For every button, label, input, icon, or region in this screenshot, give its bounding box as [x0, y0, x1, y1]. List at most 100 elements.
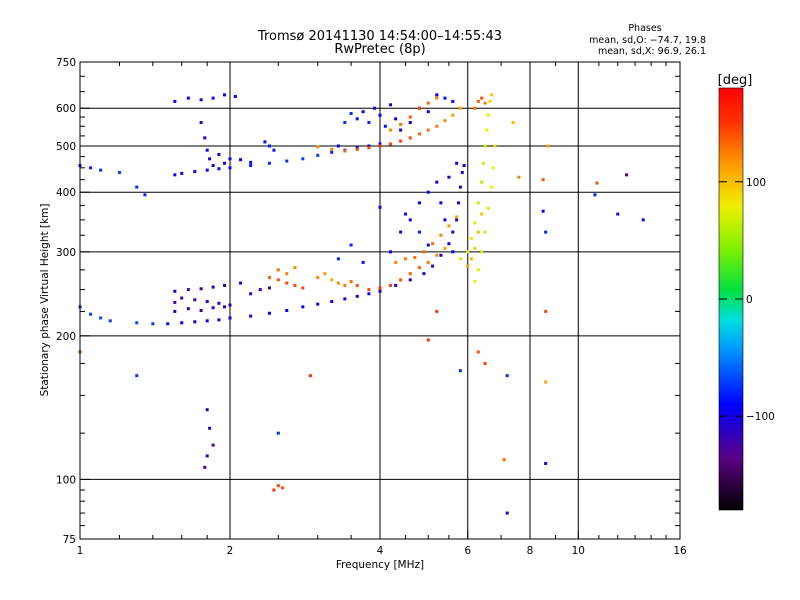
- data-point: [117, 170, 121, 174]
- data-point: [173, 309, 177, 313]
- data-point: [267, 161, 271, 165]
- data-point: [394, 283, 398, 287]
- data-point: [399, 230, 403, 234]
- data-point: [99, 316, 103, 320]
- data-point: [473, 279, 477, 283]
- x-tick-label: 10: [572, 545, 585, 557]
- colorbar-tick-label: 100: [746, 177, 766, 189]
- data-point: [272, 148, 276, 152]
- data-point: [217, 301, 221, 305]
- data-point: [276, 431, 280, 435]
- data-point: [486, 113, 490, 117]
- data-point: [336, 257, 340, 261]
- data-point: [451, 99, 455, 103]
- data-point: [308, 374, 312, 378]
- data-point: [399, 128, 403, 132]
- data-point: [417, 106, 421, 110]
- data-point: [383, 124, 387, 128]
- data-point: [293, 283, 297, 287]
- data-point: [625, 173, 629, 177]
- data-point: [249, 164, 253, 168]
- data-point: [211, 306, 215, 310]
- colorbar-tick-label: 0: [746, 294, 753, 306]
- y-tick-label: 100: [56, 474, 76, 486]
- data-point: [217, 318, 221, 322]
- data-point: [316, 276, 320, 280]
- data-point: [544, 461, 548, 465]
- data-point: [473, 246, 477, 250]
- data-point: [378, 113, 382, 117]
- data-point: [476, 350, 480, 354]
- data-point: [457, 201, 461, 205]
- data-point: [480, 96, 484, 100]
- data-point: [541, 209, 545, 213]
- data-point: [108, 319, 112, 323]
- data-point: [228, 316, 232, 320]
- data-point: [460, 170, 464, 174]
- data-point: [367, 144, 371, 148]
- data-point: [455, 161, 459, 165]
- data-point: [403, 257, 407, 261]
- data-point: [349, 279, 353, 283]
- data-point: [99, 168, 103, 172]
- data-point: [272, 488, 276, 492]
- data-point: [435, 93, 439, 97]
- data-point: [491, 166, 495, 170]
- data-point: [301, 157, 305, 161]
- data-point: [203, 465, 207, 469]
- data-point: [186, 96, 190, 100]
- data-point: [455, 215, 459, 219]
- data-point: [493, 144, 497, 148]
- data-point: [466, 264, 470, 268]
- colorbar-unit: [deg]: [718, 73, 753, 88]
- data-point: [485, 128, 489, 132]
- data-point: [186, 288, 190, 292]
- data-point: [505, 511, 509, 515]
- data-point: [447, 242, 451, 246]
- x-tick-label: 16: [673, 545, 687, 557]
- data-point: [431, 242, 435, 246]
- data-point: [208, 157, 212, 161]
- data-point: [285, 272, 289, 276]
- data-point: [435, 309, 439, 313]
- data-point: [378, 142, 382, 146]
- data-point: [476, 230, 480, 234]
- data-point: [301, 286, 305, 290]
- data-point: [505, 374, 509, 378]
- data-point: [330, 278, 334, 282]
- data-point: [199, 121, 203, 125]
- data-point: [417, 266, 421, 270]
- x-tick-label: 2: [227, 545, 234, 557]
- chart-subtitle: RwPretec (8p): [334, 42, 425, 57]
- data-point: [180, 321, 184, 325]
- data-point: [285, 159, 289, 163]
- data-point: [443, 119, 447, 123]
- data-point: [502, 458, 506, 462]
- data-point: [217, 167, 221, 171]
- data-point: [399, 139, 403, 143]
- data-point: [180, 296, 184, 300]
- data-point: [426, 338, 430, 342]
- data-point: [483, 230, 487, 234]
- data-point: [367, 288, 371, 292]
- data-point: [417, 132, 421, 136]
- data-point: [343, 149, 347, 153]
- data-point: [476, 99, 480, 103]
- data-point: [473, 221, 477, 225]
- data-point: [458, 185, 462, 189]
- data-point: [276, 484, 280, 488]
- data-point: [173, 99, 177, 103]
- chart-title: Tromsø 20141130 14:54:00–14:55:43: [257, 29, 502, 44]
- data-point: [211, 443, 215, 447]
- data-point: [389, 283, 393, 287]
- data-point: [367, 292, 371, 296]
- data-point: [355, 117, 359, 121]
- data-point: [249, 314, 253, 318]
- stats-o-line: mean, sd,O: −74.7, 19.8: [589, 35, 706, 46]
- data-point: [276, 278, 280, 282]
- data-point: [205, 168, 209, 172]
- data-point: [389, 142, 393, 146]
- data-point: [343, 297, 347, 301]
- x-axis-label: Frequency [MHz]: [336, 559, 424, 571]
